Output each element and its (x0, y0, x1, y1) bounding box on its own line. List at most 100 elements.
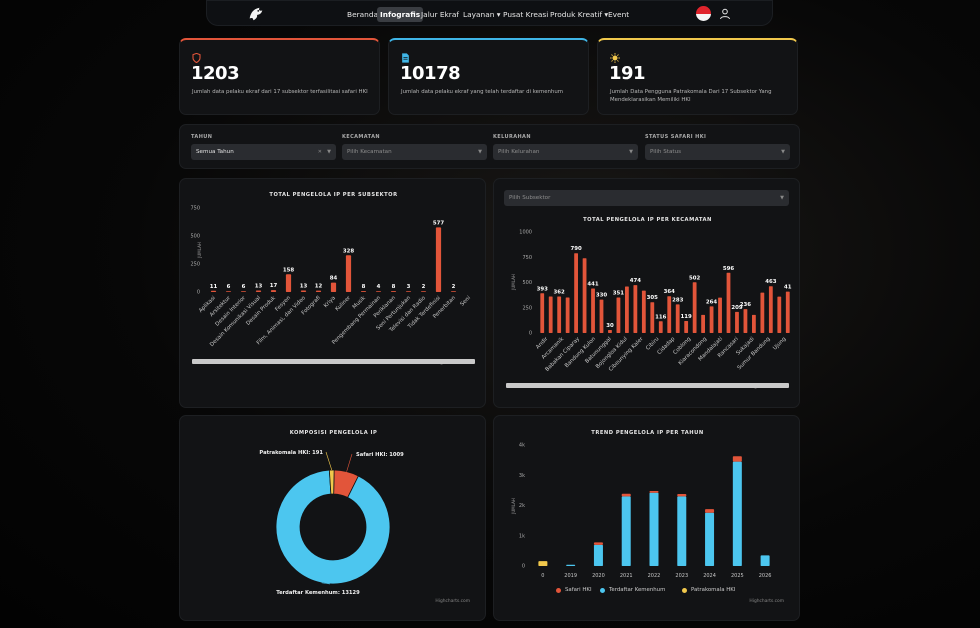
bar (574, 253, 578, 333)
stat-description: Jumlah data pelaku ekraf yang telah terd… (401, 89, 564, 95)
filter-label-kelurahan: KELURAHAN (493, 134, 531, 140)
legend-item[interactable]: Safari HKI (556, 587, 592, 593)
data-label: 264 (706, 299, 718, 305)
stat-card: 10178 Jumlah data pelaku ekraf yang telah… (388, 38, 589, 115)
chart-title: TREND PENGELOLA IP PER TAHUN (591, 430, 704, 436)
bar-segment (760, 555, 770, 566)
indonesia-flag-icon[interactable] (696, 6, 711, 21)
kelurahan-select[interactable]: Pilih Kelurahan ▼ (493, 144, 638, 160)
y-axis-label: JUMLAH (511, 274, 516, 291)
bar-segment (677, 494, 687, 497)
clear-icon[interactable]: ✕ (317, 149, 322, 155)
data-label: 474 (630, 278, 642, 284)
bar (582, 258, 587, 333)
nav-item-layanan[interactable]: Layanan ▾ (463, 10, 501, 19)
bar (718, 297, 722, 333)
pie-connector (346, 453, 353, 472)
stat-description: Jumlah data pelaku ekraf dari 17 subsekt… (192, 89, 368, 95)
chart-scrollbar[interactable] (192, 359, 475, 364)
bar (540, 293, 545, 333)
legend-label: Terdaftar Kemenhum (609, 587, 666, 593)
data-label: 8 (362, 284, 366, 290)
pie-slice (328, 469, 335, 495)
nav-item-produk-kreatif[interactable]: Produk Kreatif ▾ (550, 10, 609, 19)
patrakomala-logo-icon[interactable] (247, 5, 265, 23)
stat-description: Jumlah Data Pengguna Patrakomala Dari 17… (610, 89, 772, 103)
y-tick-label: 1k (519, 533, 525, 539)
bar (375, 291, 382, 292)
bar (210, 290, 217, 292)
bar-segment (705, 509, 715, 513)
chart-title: KOMPOSISI PENGELOLA IP (289, 430, 378, 436)
data-label: 17 (270, 283, 278, 289)
highcharts-credit: Highcharts.com (749, 598, 784, 604)
bar (360, 291, 367, 292)
y-tick-label: 250 (522, 305, 532, 311)
data-label: 790 (570, 246, 582, 252)
chart-scrollbar[interactable] (506, 383, 789, 388)
y-tick-label: 0 (197, 290, 200, 296)
sun-icon (610, 48, 620, 63)
nav-item-jalur-ekraf[interactable]: Jalur Ekraf (421, 10, 459, 19)
data-label: 12 (315, 284, 323, 290)
legend-label: Safari HKI (565, 587, 592, 593)
x-tick-label: 2024 (703, 573, 716, 579)
user-account-icon[interactable] (719, 8, 731, 20)
nav-item-beranda[interactable]: Beranda (347, 10, 379, 19)
bar (735, 311, 739, 333)
bar (658, 321, 663, 333)
bar (548, 296, 553, 333)
data-label: 41 (784, 285, 792, 291)
shield-icon (192, 48, 201, 64)
bar (785, 291, 790, 333)
bar (608, 329, 612, 333)
pie-data-label: Patrakomala HKI: 191 (259, 450, 323, 456)
data-label: 119 (681, 314, 693, 320)
kelurahan-select-placeholder: Pilih Kelurahan (498, 149, 540, 155)
kecamatan-select[interactable]: Pilih Kecamatan ▼ (342, 144, 487, 160)
bar (255, 290, 262, 292)
bar (692, 282, 697, 333)
y-axis-label: JUMLAH (511, 498, 516, 515)
highcharts-credit: Highcharts.com (435, 598, 470, 604)
bar (768, 286, 773, 333)
trend-stacked-bar-chart: 0 1k 2k 3k 4k JUMLAH 0 2019 2020 2021 2022 2023 2024… (511, 443, 784, 605)
tahun-select[interactable]: Semua Tahun ✕ ▼ (191, 144, 336, 160)
data-label: 577 (433, 220, 445, 226)
bar (599, 299, 604, 333)
chevron-down-icon: ▼ (781, 149, 785, 155)
stat-card: 191 Jumlah Data Pengguna Patrakomala Dari… (597, 38, 798, 115)
bar-segment (649, 490, 659, 493)
data-label: 463 (765, 279, 777, 285)
nav-item-event[interactable]: Event (608, 10, 630, 19)
bar (557, 296, 562, 333)
status-select[interactable]: Pilih Status ▼ (645, 144, 790, 160)
chevron-down-icon: ▼ (478, 149, 482, 155)
bar-segment (593, 542, 603, 545)
kecamatan-select-placeholder: Pilih Kecamatan (347, 149, 392, 155)
chart-title: TOTAL PENGELOLA IP PER SUBSEKTOR (269, 192, 398, 198)
trend-chart-panel: TREND PENGELOLA IP PER TAHUN 0 1k 2k 3k 4k JU… (493, 415, 800, 621)
y-axis-label: JUMLAH (197, 242, 202, 259)
x-tick-label: 2022 (648, 573, 661, 579)
x-tick-label: 2023 (675, 573, 688, 579)
pie-connector (325, 451, 333, 471)
legend-item[interactable]: Patrakomala HKI (682, 587, 735, 593)
subsektor-select[interactable]: Pilih Subsektor ▼ (504, 190, 789, 206)
bar (565, 297, 570, 333)
nav-item-pusat-kreasi[interactable]: Pusat Kreasi (503, 10, 549, 19)
kecamatan-bar-chart: 0 250 500 750 1000 JUMLAH 393 362 790 441 330 30 351… (511, 230, 792, 391)
data-label: 3 (407, 284, 411, 290)
legend-item[interactable]: Terdaftar Kemenhum (600, 587, 665, 593)
top-navbar: Beranda Infografis Jalur Ekraf Layanan ▾ Pus… (206, 0, 773, 26)
stat-value: 191 (609, 63, 646, 84)
chart-title: TOTAL PENGELOLA IP PER KECAMATAN (583, 217, 712, 223)
bar-segment (732, 456, 742, 462)
x-tick-label: 0 (541, 573, 544, 579)
y-tick-label: 1000 (519, 230, 532, 236)
data-label: 158 (283, 267, 295, 273)
nav-item-infografis[interactable]: Infografis (377, 7, 424, 22)
legend-marker (556, 587, 561, 593)
bar (405, 291, 412, 292)
x-tick-label: Kuliner (334, 295, 352, 313)
